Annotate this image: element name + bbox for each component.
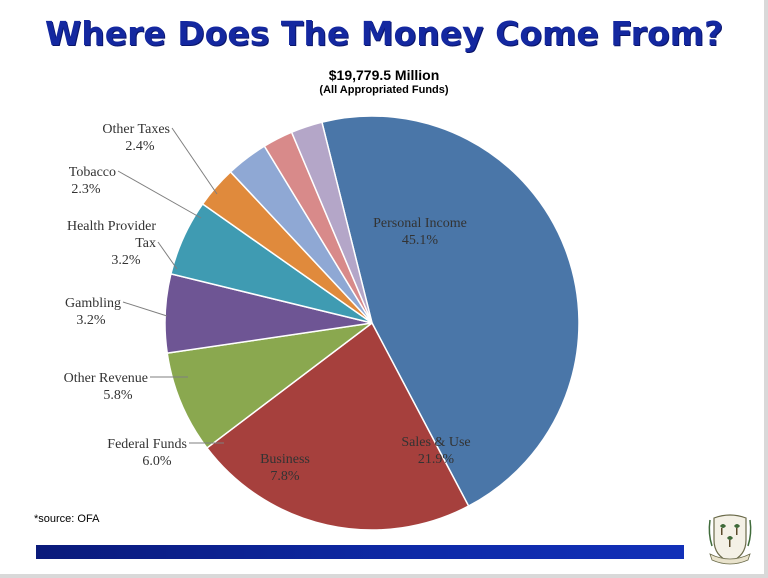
slice-label-gambling: Gambling 3.2% <box>65 296 121 328</box>
slice-name-business: Business <box>260 452 310 467</box>
slice-percent-tobacco: 2.3% <box>71 182 101 197</box>
slice-label-business: Business 7.8% <box>260 452 310 484</box>
leader-line-health-provider-tax <box>157 241 178 270</box>
leader-line-other-taxes <box>171 127 218 195</box>
slice-name-tobacco: Tobacco <box>69 165 116 180</box>
slice-label-health-provider-tax: Health Provider Tax 3.2% <box>67 219 156 268</box>
slice-percent-business: 7.8% <box>270 469 300 484</box>
pie-slice-personal-income <box>321 115 580 508</box>
slice-name-gambling: Gambling <box>65 296 121 311</box>
source-note: *source: OFA <box>34 513 100 525</box>
pie-slice-sales-and-use <box>205 321 470 531</box>
slice-percent-federal-funds: 6.0% <box>142 454 172 469</box>
slice-label-sales-and-use: Sales & Use 21.9% <box>401 435 470 467</box>
slice-name-sales-and-use: Sales & Use <box>401 435 470 450</box>
pie-slice-business <box>166 322 373 449</box>
leader-line-gambling <box>122 301 168 317</box>
slice-percent-gambling: 3.2% <box>76 313 106 328</box>
slice-name-health-provider-tax: Health Provider <box>67 219 156 234</box>
slice-name-federal-funds: Federal Funds <box>107 437 187 452</box>
state-seal-icon <box>708 514 752 565</box>
chart-subtitle: (All Appropriated Funds) <box>319 84 449 96</box>
pie-slices <box>164 115 580 531</box>
slice-percent-other-revenue: 5.8% <box>103 388 133 403</box>
slice-percent-other-taxes: 2.4% <box>125 139 155 154</box>
slice-percent-health-provider-tax: 3.2% <box>111 253 141 268</box>
slice-label-other-revenue: Other Revenue 5.8% <box>64 371 148 403</box>
leader-line-tobacco <box>117 170 202 219</box>
slice-label-tobacco: Tobacco 2.3% <box>69 165 116 197</box>
footer-bar <box>36 545 684 559</box>
slice-percent-sales-and-use: 21.9% <box>418 452 455 467</box>
pie-labels: Personal Income 45.1% Sales & Use 21.9% Busi… <box>64 122 471 484</box>
slide-border-bottom <box>0 574 768 578</box>
slice-name-health-provider-tax: Tax <box>135 236 156 251</box>
slice-label-other-taxes: Other Taxes 2.4% <box>102 122 170 154</box>
pie-leader-lines <box>117 127 224 444</box>
slide-title: Where Does The Money Come From? <box>44 14 724 53</box>
slice-label-federal-funds: Federal Funds 6.0% <box>107 437 187 469</box>
slice-name-other-taxes: Other Taxes <box>102 122 170 137</box>
slice-label-personal-income: Personal Income 45.1% <box>373 216 467 248</box>
slice-name-other-revenue: Other Revenue <box>64 371 148 386</box>
pie-slice-other-taxes <box>290 121 373 324</box>
slice-percent-personal-income: 45.1% <box>402 233 439 248</box>
slice-name-personal-income: Personal Income <box>373 216 467 231</box>
chart-title: $19,779.5 Million <box>328 67 440 83</box>
slide-border-right <box>764 0 768 578</box>
